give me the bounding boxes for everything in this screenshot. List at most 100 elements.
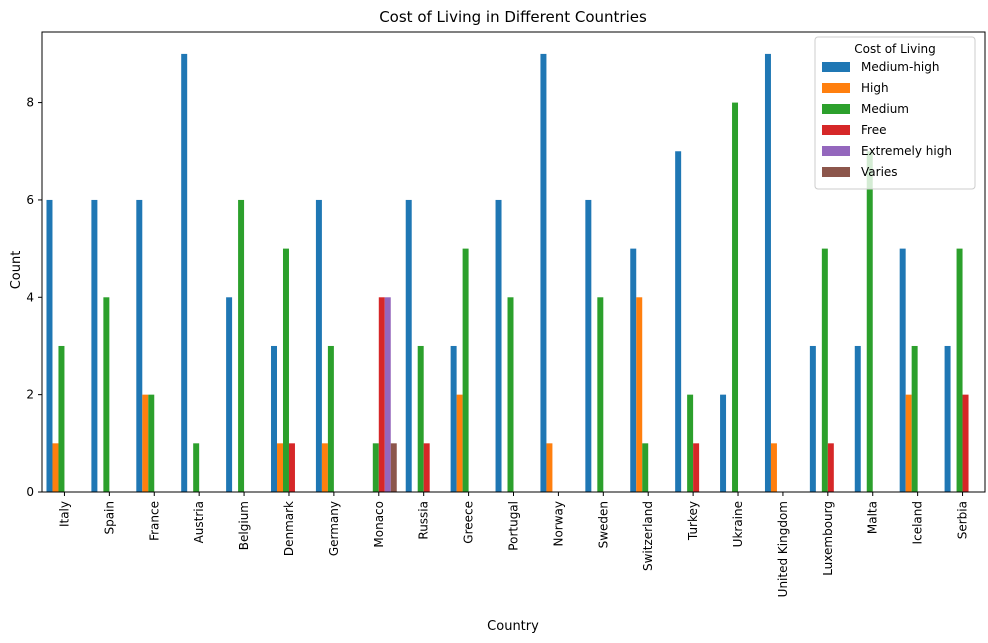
- bar-high-greece: [456, 394, 463, 492]
- bar-medium-italy: [58, 345, 65, 492]
- bar-medium-high-greece: [450, 345, 457, 492]
- bar-medium-malta: [866, 151, 873, 492]
- bar-medium-high-iceland: [899, 248, 906, 492]
- legend-label: High: [861, 81, 889, 95]
- bar-medium-sweden: [597, 297, 604, 492]
- bar-medium-austria: [193, 443, 200, 492]
- bar-high-switzerland: [636, 297, 643, 492]
- legend-box: [814, 36, 976, 190]
- bar-medium-high-france: [136, 199, 143, 492]
- bar-medium-russia: [417, 345, 424, 492]
- bar-high-france: [142, 394, 149, 492]
- bar-medium-high-norway: [540, 53, 547, 493]
- bar-free-turkey: [693, 443, 700, 492]
- y-tick-label: 4: [26, 290, 34, 304]
- bar-high-germany: [321, 443, 328, 492]
- bar-medium-high-austria: [181, 53, 188, 493]
- bar-medium-belgium: [238, 199, 245, 492]
- bar-high-iceland: [905, 394, 912, 492]
- bar-medium-monaco: [372, 443, 379, 492]
- bar-medium-spain: [103, 297, 110, 492]
- x-tick-label: Monaco: [372, 501, 386, 548]
- x-tick-label: Iceland: [911, 501, 925, 544]
- bar-medium-high-belgium: [226, 297, 233, 492]
- y-axis-label: Count: [9, 251, 24, 290]
- legend: Cost of Living Medium-high High Medium Free E…: [814, 36, 976, 190]
- x-tick-label: Portugal: [507, 501, 521, 551]
- bar-medium-france: [148, 394, 155, 492]
- legend-swatch: [822, 167, 850, 177]
- legend-label: Free: [861, 123, 886, 137]
- legend-swatch: [822, 104, 850, 114]
- bar-medium-high-sweden: [585, 199, 592, 492]
- x-tick-label: Russia: [417, 501, 431, 540]
- x-tick-label: Germany: [327, 501, 341, 556]
- bar-medium-portugal: [507, 297, 514, 492]
- legend-title: Cost of Living: [854, 42, 936, 56]
- legend-label: Medium: [861, 102, 909, 116]
- y-tick-label: 0: [26, 485, 34, 499]
- bar-free-denmark: [288, 443, 295, 492]
- bar-medium-turkey: [687, 394, 694, 492]
- x-tick-label: Italy: [57, 501, 71, 527]
- x-tick-label: Austria: [192, 501, 206, 543]
- bar-varies-monaco: [390, 443, 397, 492]
- bar-medium-germany: [327, 345, 334, 492]
- x-tick-label: Greece: [462, 501, 476, 544]
- x-tick-label: United Kingdom: [776, 501, 790, 597]
- y-tick-label: 8: [26, 96, 34, 110]
- bar-medium-high-serbia: [944, 345, 951, 492]
- legend-swatch: [822, 83, 850, 93]
- bar-free-russia: [423, 443, 430, 492]
- bar-medium-greece: [462, 248, 469, 492]
- x-tick-label: Malta: [866, 501, 880, 534]
- chart-title: Cost of Living in Different Countries: [379, 8, 647, 26]
- x-tick-label: Switzerland: [641, 501, 655, 571]
- bar-medium-high-denmark: [271, 345, 278, 492]
- x-tick-label: Denmark: [282, 501, 296, 556]
- bar-medium-high-malta: [854, 345, 861, 492]
- x-tick-label: Turkey: [686, 501, 700, 541]
- bar-medium-high-portugal: [495, 199, 502, 492]
- x-tick-label: Spain: [102, 501, 116, 535]
- bar-medium-high-switzerland: [630, 248, 637, 492]
- x-tick-label: Serbia: [956, 501, 970, 539]
- bar-high-norway: [546, 443, 553, 492]
- x-tick-label: Norway: [551, 501, 565, 547]
- bar-free-monaco: [378, 297, 385, 492]
- bar-high-italy: [52, 443, 59, 492]
- x-axis: Italy Spain France Austria Belgium Denmark Ger…: [57, 492, 970, 597]
- legend-label: Medium-high: [861, 60, 939, 74]
- bar-medium-switzerland: [642, 443, 649, 492]
- y-axis: 0 2 4 6 8: [26, 96, 42, 499]
- bar-medium-high-turkey: [675, 151, 682, 492]
- bar-medium-serbia: [956, 248, 963, 492]
- y-tick-label: 6: [26, 193, 34, 207]
- legend-swatch: [822, 146, 850, 156]
- bar-high-denmark: [277, 443, 283, 492]
- bar-medium-high-united-kingdom: [764, 53, 771, 493]
- bar-free-serbia: [962, 394, 969, 492]
- bar-medium-ukraine: [732, 102, 739, 493]
- bar-medium-high-ukraine: [720, 394, 727, 492]
- bar-medium-luxembourg: [821, 248, 828, 492]
- bar-medium-high-russia: [405, 199, 412, 492]
- bar-medium-denmark: [282, 248, 289, 492]
- x-tick-label: Belgium: [237, 501, 251, 550]
- x-tick-label: Ukraine: [731, 501, 745, 547]
- x-tick-label: France: [147, 501, 161, 541]
- x-axis-label: Country: [487, 619, 539, 634]
- legend-label: Extremely high: [861, 144, 952, 158]
- x-tick-label: Sweden: [596, 501, 610, 548]
- legend-swatch: [822, 62, 850, 72]
- bar-extremely-high-monaco: [384, 297, 391, 492]
- legend-swatch: [822, 125, 850, 135]
- y-tick-label: 2: [26, 388, 34, 402]
- bar-medium-high-spain: [91, 199, 98, 492]
- bar-medium-iceland: [911, 345, 918, 492]
- x-tick-label: Luxembourg: [821, 501, 835, 576]
- legend-label: Varies: [861, 165, 898, 179]
- bar-high-united-kingdom: [770, 443, 777, 492]
- bar-free-luxembourg: [827, 443, 834, 492]
